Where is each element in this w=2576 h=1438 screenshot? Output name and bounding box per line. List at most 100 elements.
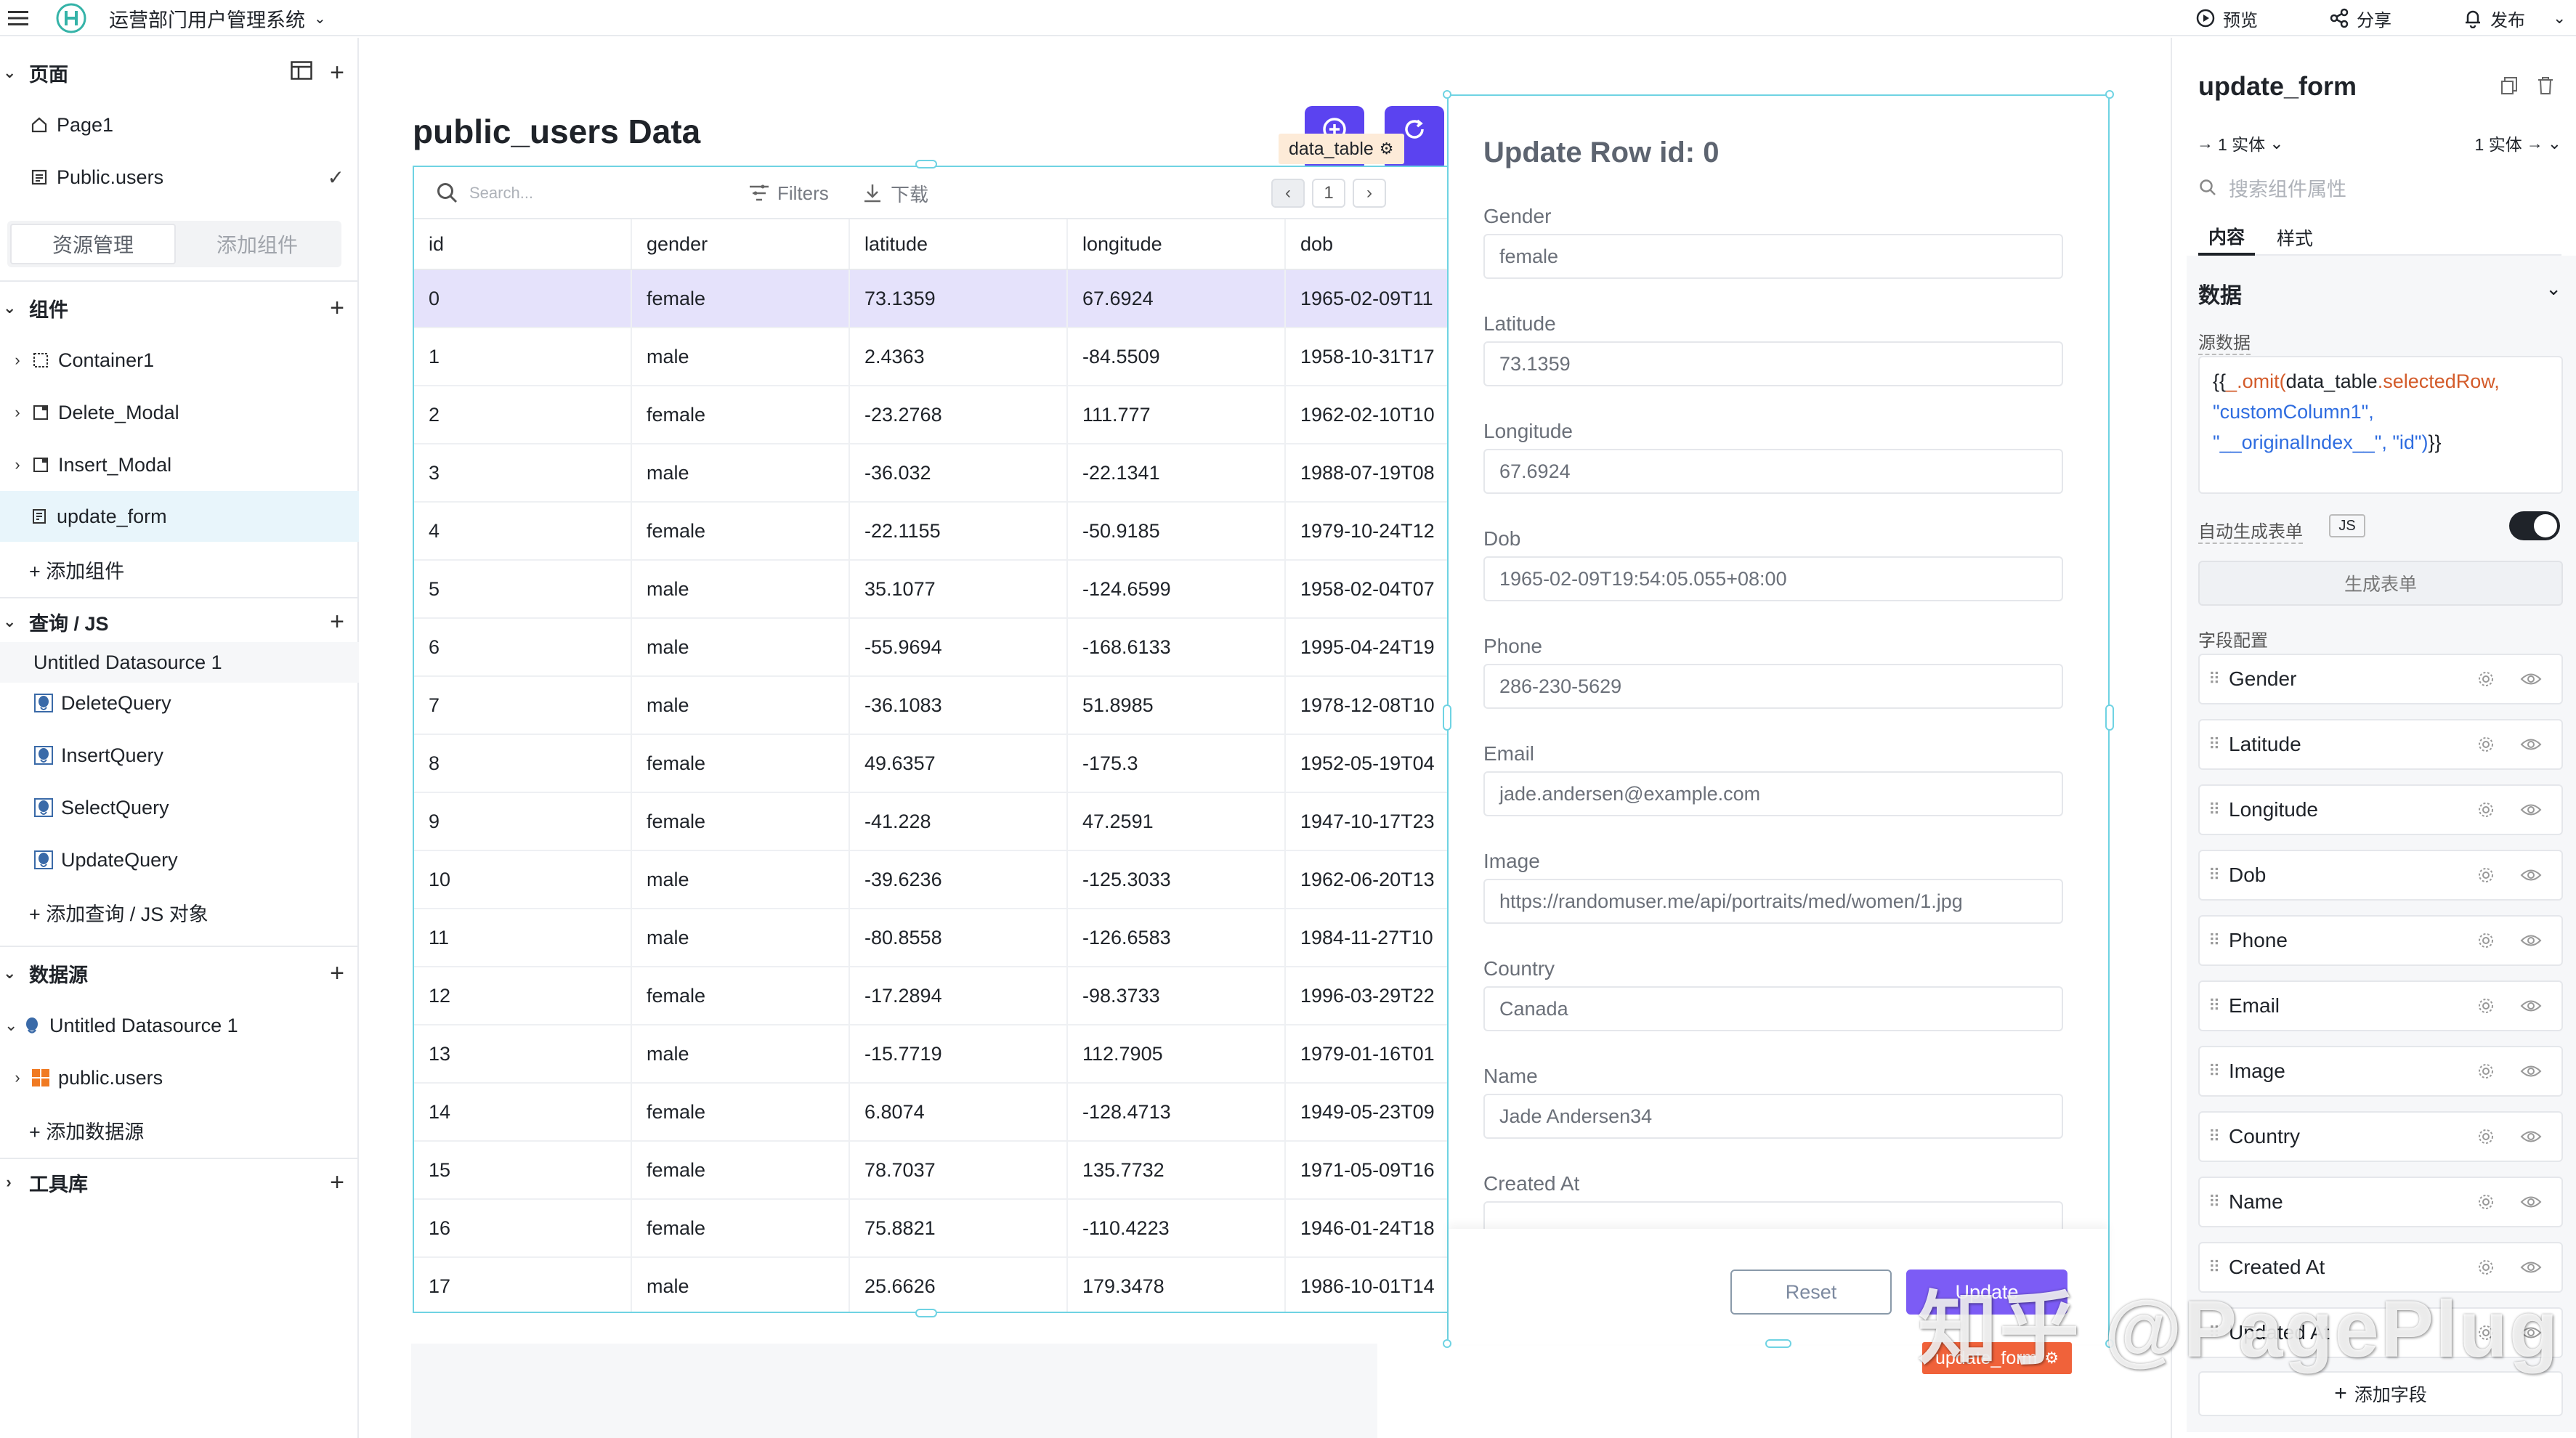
query-section-header[interactable]: ⌄ 查询 / JS + bbox=[0, 600, 359, 643]
query-group-header[interactable]: Untitled Datasource 1 bbox=[0, 642, 359, 683]
form-field-input[interactable]: 1965-02-09T19:54:05.055+08:00 bbox=[1483, 556, 2063, 601]
datasource-section-header[interactable]: ⌄ 数据源 + bbox=[0, 951, 359, 995]
table-row[interactable]: 14 female 6.8074 -128.4713 1949-05-23T09 bbox=[414, 1084, 1447, 1142]
query-item-insertquery[interactable]: InsertQuery bbox=[0, 734, 359, 777]
add-component-link[interactable]: + 添加组件 bbox=[0, 548, 359, 591]
resize-handle[interactable] bbox=[915, 160, 937, 168]
component-item-delete-modal[interactable]: › Delete_Modal bbox=[0, 391, 359, 434]
settings-icon[interactable] bbox=[2476, 800, 2496, 820]
table-row[interactable]: 3 male -36.032 -22.1341 1988-07-19T08 bbox=[414, 444, 1447, 503]
table-row[interactable]: 2 female -23.2768 111.777 1962-02-10T10 bbox=[414, 386, 1447, 444]
add-query-icon[interactable]: + bbox=[330, 607, 344, 635]
table-row[interactable]: 9 female -41.228 47.2591 1947-10-17T23 bbox=[414, 793, 1447, 851]
component-item-container1[interactable]: › Container1 bbox=[0, 338, 359, 382]
preview-button[interactable]: 预览 bbox=[2195, 0, 2258, 36]
settings-icon[interactable] bbox=[2476, 1257, 2496, 1277]
field-config-item[interactable]: ⠿ Image bbox=[2198, 1046, 2563, 1097]
field-config-item[interactable]: ⠿ Name bbox=[2198, 1177, 2563, 1227]
selection-tag-data-table[interactable]: data_table ⚙ bbox=[1279, 134, 1404, 164]
auto-generate-toggle[interactable] bbox=[2509, 511, 2560, 540]
datasource-item[interactable]: ⌄ Untitled Datasource 1 bbox=[0, 1004, 359, 1047]
tab-style[interactable]: 样式 bbox=[2277, 229, 2314, 249]
add-library-icon[interactable]: + bbox=[330, 1168, 344, 1196]
delete-icon[interactable] bbox=[2532, 73, 2559, 99]
table-row[interactable]: 8 female 49.6357 -175.3 1952-05-19T04 bbox=[414, 735, 1447, 793]
field-config-item[interactable]: ⠿ Created At bbox=[2198, 1242, 2563, 1293]
resize-handle[interactable] bbox=[1443, 1339, 1451, 1348]
publish-button[interactable]: 发布 bbox=[2463, 0, 2525, 36]
table-search[interactable]: Search... bbox=[436, 167, 533, 219]
form-field-input[interactable]: jade.andersen@example.com bbox=[1483, 771, 2063, 816]
tab-content[interactable]: 内容 bbox=[2198, 219, 2256, 256]
generate-form-button[interactable]: 生成表单 bbox=[2198, 561, 2563, 606]
field-config-item[interactable]: ⠿ Latitude bbox=[2198, 719, 2563, 770]
page-item-page1[interactable]: Page1 bbox=[0, 103, 359, 147]
outgoing-entities[interactable]: 1 实体 → ⌄ bbox=[2475, 131, 2561, 155]
form-field-input[interactable]: 73.1359 bbox=[1483, 341, 2063, 386]
reset-button[interactable]: Reset bbox=[1730, 1270, 1892, 1315]
field-config-item[interactable]: ⠿ Country bbox=[2198, 1111, 2563, 1162]
share-button[interactable]: 分享 bbox=[2329, 0, 2391, 36]
drag-handle-icon[interactable]: ⠿ bbox=[2208, 931, 2220, 949]
column-header-latitude[interactable]: latitude bbox=[850, 219, 1068, 269]
drag-handle-icon[interactable]: ⠿ bbox=[2208, 670, 2220, 688]
add-datasource-icon[interactable]: + bbox=[330, 959, 344, 987]
chevron-down-icon[interactable]: ⌄ bbox=[2545, 277, 2561, 299]
filters-button[interactable]: Filters bbox=[748, 167, 829, 219]
drag-handle-icon[interactable]: ⠿ bbox=[2208, 1193, 2220, 1211]
download-button[interactable]: 下载 bbox=[862, 167, 928, 219]
add-datasource-link[interactable]: + 添加数据源 bbox=[0, 1108, 359, 1152]
eye-icon[interactable] bbox=[2519, 996, 2543, 1016]
form-field-input[interactable]: Canada bbox=[1483, 986, 2063, 1031]
table-row[interactable]: 4 female -22.1155 -50.9185 1979-10-24T12 bbox=[414, 503, 1447, 561]
eye-icon[interactable] bbox=[2519, 865, 2543, 885]
form-field-input[interactable]: 286-230-5629 bbox=[1483, 664, 2063, 709]
settings-icon[interactable] bbox=[2476, 1126, 2496, 1147]
eye-icon[interactable] bbox=[2519, 669, 2543, 689]
drag-handle-icon[interactable]: ⠿ bbox=[2208, 996, 2220, 1015]
table-row[interactable]: 12 female -17.2894 -98.3733 1996-03-29T22 bbox=[414, 967, 1447, 1025]
drag-handle-icon[interactable]: ⠿ bbox=[2208, 735, 2220, 753]
property-search[interactable]: 搜索组件属性 bbox=[2198, 168, 2561, 206]
table-row[interactable]: 1 male 2.4363 -84.5509 1958-10-31T17 bbox=[414, 328, 1447, 386]
settings-icon[interactable] bbox=[2476, 996, 2496, 1016]
source-data-editor[interactable]: {{_.omit(data_table.selectedRow, "custom… bbox=[2198, 356, 2563, 494]
settings-icon[interactable] bbox=[2476, 865, 2496, 885]
field-config-item[interactable]: ⠿ Updated At bbox=[2198, 1307, 2563, 1358]
eye-icon[interactable] bbox=[2519, 734, 2543, 755]
resize-handle[interactable] bbox=[1443, 90, 1451, 99]
resize-handle[interactable] bbox=[2105, 704, 2114, 731]
column-header-gender[interactable]: gender bbox=[632, 219, 850, 269]
drag-handle-icon[interactable]: ⠿ bbox=[2208, 1323, 2220, 1341]
eye-icon[interactable] bbox=[2519, 1257, 2543, 1277]
column-header-longitude[interactable]: longitude bbox=[1068, 219, 1286, 269]
eye-icon[interactable] bbox=[2519, 800, 2543, 820]
eye-icon[interactable] bbox=[2519, 1061, 2543, 1081]
selection-tag-update-form[interactable]: update_form ⚙ bbox=[1922, 1342, 2073, 1374]
library-section-header[interactable]: › 工具库 + bbox=[0, 1161, 359, 1204]
table-row[interactable]: 13 male -15.7719 112.7905 1979-01-16T01 bbox=[414, 1025, 1447, 1084]
drag-handle-icon[interactable]: ⠿ bbox=[2208, 1062, 2220, 1080]
resize-handle[interactable] bbox=[915, 1309, 937, 1317]
drag-handle-icon[interactable]: ⠿ bbox=[2208, 866, 2220, 884]
page-item-public-users[interactable]: Public.users ✓ bbox=[0, 155, 359, 199]
component-item-update-form[interactable]: update_form bbox=[0, 491, 359, 542]
column-header-dob[interactable]: dob bbox=[1286, 219, 1447, 269]
settings-icon[interactable] bbox=[2476, 930, 2496, 951]
settings-icon[interactable] bbox=[2476, 1061, 2496, 1081]
table-row[interactable]: 11 male -80.8558 -126.6583 1984-11-27T10 bbox=[414, 909, 1447, 967]
layout-icon[interactable] bbox=[291, 60, 312, 85]
update-button[interactable]: Update bbox=[1906, 1270, 2067, 1315]
table-row[interactable]: 5 male 35.1077 -124.6599 1958-02-04T07 bbox=[414, 561, 1447, 619]
drag-handle-icon[interactable]: ⠿ bbox=[2208, 800, 2220, 818]
table-row[interactable]: 17 male 25.6626 179.3478 1986-10-01T14 bbox=[414, 1258, 1447, 1312]
form-field-input[interactable]: female bbox=[1483, 234, 2063, 279]
resize-handle[interactable] bbox=[1443, 704, 1451, 731]
form-field-input[interactable]: 67.6924 bbox=[1483, 449, 2063, 494]
publish-chevron-icon[interactable]: ⌄ bbox=[2553, 9, 2567, 27]
menu-icon[interactable] bbox=[6, 0, 31, 36]
column-header-id[interactable]: id bbox=[414, 219, 632, 269]
tab-add-component[interactable]: 添加组件 bbox=[216, 234, 298, 256]
settings-icon[interactable] bbox=[2476, 1192, 2496, 1212]
resize-handle[interactable] bbox=[1765, 1339, 1791, 1348]
